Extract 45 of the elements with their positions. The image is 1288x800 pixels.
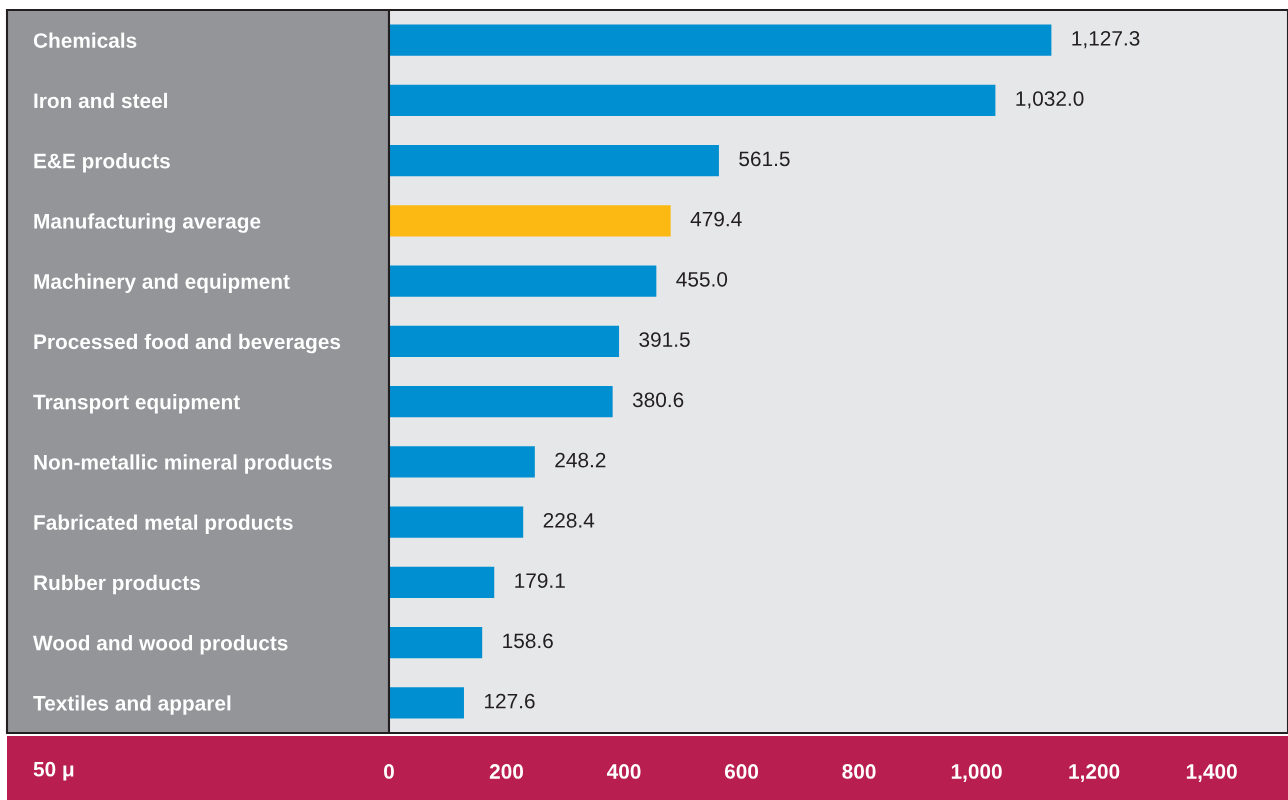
- y-tick-label: Textiles and apparel: [33, 695, 231, 715]
- y-tick-label: Machinery and equipment: [34, 273, 290, 293]
- y-tick-label: Transport equipment: [33, 394, 240, 414]
- data-label: 391.5: [639, 332, 690, 347]
- x-tick-label: 800: [842, 764, 876, 779]
- y-tick-label: Rubber products: [34, 574, 200, 595]
- bar: [389, 144, 719, 177]
- y-tick-label: Chemicals: [33, 32, 137, 48]
- data-label: 380.6: [632, 392, 684, 408]
- data-label: 158.6: [503, 633, 553, 649]
- data-label: 127.6: [485, 693, 535, 709]
- x-tick-label: 0: [384, 764, 394, 779]
- data-label: 455.0: [676, 271, 728, 287]
- x-tick-label: 400: [606, 764, 641, 779]
- data-label: 1,127.3: [1072, 30, 1140, 49]
- x-tick-label: 600: [724, 764, 759, 779]
- x-tick-label: 1,400: [1186, 764, 1237, 782]
- bar: [389, 446, 535, 478]
- x-tick-label: 200: [489, 764, 524, 779]
- bar: [389, 566, 495, 599]
- y-tick-label: Wood and wood products: [33, 635, 288, 655]
- bar: [389, 84, 996, 117]
- data-label: 179.1: [515, 573, 565, 588]
- data-label: 561.5: [739, 151, 790, 167]
- bar: [389, 265, 657, 297]
- y-tick-label: Manufacturing average: [34, 213, 261, 233]
- x-tick-label: 1,000: [951, 764, 1002, 782]
- y-tick-label: Iron and steel: [34, 92, 167, 109]
- y-tick-label: Fabricated metal products: [34, 514, 293, 534]
- x-tick-label: 1,200: [1069, 764, 1120, 782]
- data-label: 248.2: [555, 452, 606, 468]
- y-tick-label: E&E products: [34, 153, 170, 173]
- bar: [389, 626, 483, 659]
- bar: [389, 687, 464, 719]
- x-axis-title: 50 μ: [33, 761, 74, 781]
- y-tick-label: Processed food and beverages: [34, 333, 341, 354]
- bar: [389, 385, 613, 418]
- bar: [389, 24, 1052, 56]
- y-tick-label: Non-metallic mineral products: [34, 454, 332, 474]
- bar: [389, 325, 620, 358]
- data-label: 479.4: [690, 211, 742, 227]
- data-label: 1,032.0: [1016, 91, 1084, 109]
- data-label: 228.4: [543, 512, 595, 528]
- bar: [389, 205, 671, 237]
- bar: [389, 506, 524, 538]
